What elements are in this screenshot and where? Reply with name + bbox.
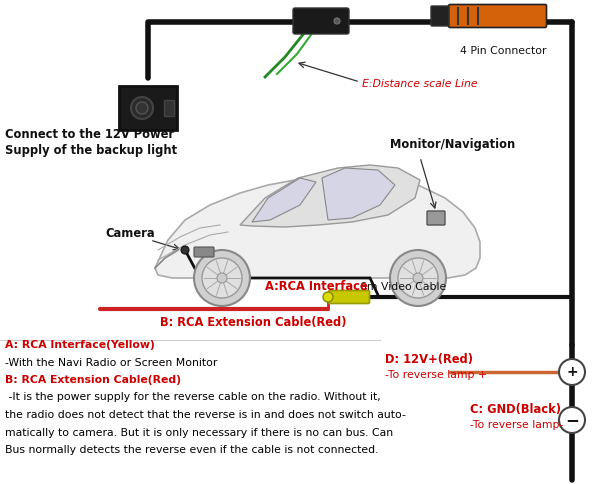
Circle shape — [194, 250, 250, 306]
Polygon shape — [155, 177, 480, 278]
Text: Camera: Camera — [105, 227, 155, 240]
Text: 4 Pin Connector: 4 Pin Connector — [460, 46, 547, 56]
Text: A:RCA Interface: A:RCA Interface — [265, 280, 368, 293]
Text: C: GND(Black): C: GND(Black) — [470, 403, 561, 416]
Circle shape — [217, 273, 227, 283]
Circle shape — [181, 246, 189, 254]
Text: B: RCA Extension Cable(Red): B: RCA Extension Cable(Red) — [160, 316, 347, 329]
Text: Connect to the 12V Power: Connect to the 12V Power — [5, 128, 174, 141]
Text: B: RCA Extension Cable(Red): B: RCA Extension Cable(Red) — [5, 375, 181, 385]
Text: the radio does not detect that the reverse is in and does not switch auto-: the radio does not detect that the rever… — [5, 410, 406, 420]
Text: 6m Video Cable: 6m Video Cable — [360, 282, 446, 292]
FancyBboxPatch shape — [427, 211, 445, 225]
Circle shape — [390, 250, 446, 306]
Circle shape — [559, 359, 585, 385]
FancyBboxPatch shape — [119, 86, 177, 130]
Text: Supply of the backup light: Supply of the backup light — [5, 144, 177, 157]
Text: -To reverse lamp +: -To reverse lamp + — [385, 370, 487, 380]
Polygon shape — [322, 168, 395, 220]
Text: matically to camera. But it is only necessary if there is no can bus. Can: matically to camera. But it is only nece… — [5, 427, 393, 438]
Circle shape — [131, 97, 153, 119]
FancyBboxPatch shape — [329, 290, 370, 303]
Circle shape — [136, 102, 148, 114]
Text: E:Distance scale Line: E:Distance scale Line — [362, 79, 478, 89]
Text: -With the Navi Radio or Screen Monitor: -With the Navi Radio or Screen Monitor — [5, 358, 217, 367]
FancyBboxPatch shape — [431, 6, 449, 26]
Text: +: + — [566, 365, 578, 379]
Text: D: 12V+(Red): D: 12V+(Red) — [385, 353, 473, 366]
Circle shape — [559, 407, 585, 433]
Text: −: − — [565, 411, 579, 429]
Text: -It is the power supply for the reverse cable on the radio. Without it,: -It is the power supply for the reverse … — [5, 393, 381, 403]
Text: A: RCA Interface(Yellow): A: RCA Interface(Yellow) — [5, 340, 155, 350]
Text: Monitor/Navigation: Monitor/Navigation — [390, 138, 515, 151]
Text: -To reverse lamp-: -To reverse lamp- — [470, 420, 563, 430]
Circle shape — [413, 273, 423, 283]
Polygon shape — [252, 178, 316, 222]
FancyBboxPatch shape — [449, 4, 547, 28]
FancyBboxPatch shape — [293, 8, 349, 34]
Polygon shape — [240, 165, 420, 227]
FancyBboxPatch shape — [164, 100, 174, 116]
Circle shape — [323, 292, 333, 302]
Circle shape — [334, 18, 340, 24]
FancyBboxPatch shape — [194, 247, 214, 257]
Circle shape — [398, 258, 438, 298]
Text: Bus normally detects the reverse even if the cable is not connected.: Bus normally detects the reverse even if… — [5, 445, 379, 455]
Circle shape — [202, 258, 242, 298]
